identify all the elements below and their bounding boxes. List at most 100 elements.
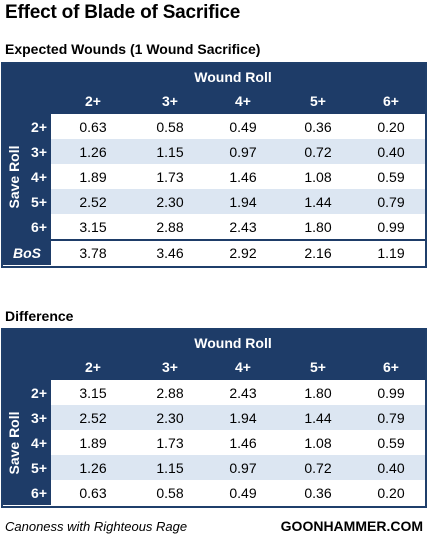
table-cell: 1.73 [156, 169, 184, 185]
table-cell: 2.52 [79, 194, 107, 210]
table-cell: 2.43 [229, 219, 257, 235]
table-row: 2.52 2.30 1.94 1.44 0.79 [51, 189, 425, 214]
table-cell: 1.89 [79, 169, 107, 185]
column-header: 4+ [235, 93, 251, 109]
row-header: 3+ [31, 410, 47, 426]
table-cell: 3.15 [79, 385, 107, 401]
table-cell: 0.20 [377, 119, 405, 135]
table-cell: 2.43 [229, 385, 257, 401]
bos-label: BoS [13, 245, 41, 261]
table-row: 1.89 1.73 1.46 1.08 0.59 [51, 164, 425, 189]
row-header: 4+ [31, 169, 47, 185]
table-cell: 0.49 [229, 119, 257, 135]
table-cell: 0.59 [377, 169, 405, 185]
bos-cell: 3.46 [156, 245, 184, 261]
footer-caption: Canoness with Righteous Rage [5, 519, 188, 534]
table-cell: 1.89 [79, 435, 107, 451]
bos-row: BoS 3.78 3.46 2.92 2.16 1.19 [3, 239, 425, 265]
difference-table: Wound Roll 2+ 3+ 4+ 5+ 6+ Save Roll 2+ 3+ 4+ 5+ 6+ 3… [1, 328, 427, 508]
table-cell: 0.59 [377, 435, 405, 451]
table-cell: 0.72 [304, 460, 332, 476]
wound-roll-header-label: Wound Roll [194, 335, 272, 351]
wound-roll-header: Wound Roll [3, 64, 425, 89]
row-header: 2+ [31, 119, 47, 135]
table-cell: 1.44 [304, 194, 332, 210]
column-header: 3+ [162, 93, 178, 109]
table-cell: 1.46 [229, 435, 257, 451]
row-header: 5+ [31, 194, 47, 210]
table-cell: 0.58 [156, 485, 184, 501]
save-roll-sidebar: Save Roll 2+ 3+ 4+ 5+ 6+ [3, 380, 51, 505]
table-row: 1.26 1.15 0.97 0.72 0.40 [51, 139, 425, 164]
table-cell: 0.97 [229, 144, 257, 160]
column-headers: 2+ 3+ 4+ 5+ 6+ [3, 89, 425, 114]
bos-row-header: BoS [3, 241, 51, 265]
table-cell: 1.94 [229, 410, 257, 426]
table-cell: 1.26 [79, 460, 107, 476]
table-cell: 0.49 [229, 485, 257, 501]
expected-wounds-table: Wound Roll 2+ 3+ 4+ 5+ 6+ Save Roll 2+ 3+ 4+ 5+ 6+ 0… [1, 62, 427, 268]
table-cell: 0.97 [229, 460, 257, 476]
table-cell: 1.15 [156, 144, 184, 160]
table-cell: 1.26 [79, 144, 107, 160]
row-header: 3+ [31, 144, 47, 160]
column-header: 6+ [383, 359, 399, 375]
column-headers: 2+ 3+ 4+ 5+ 6+ [3, 355, 425, 380]
column-header: 5+ [310, 359, 326, 375]
table-cell: 0.99 [377, 385, 405, 401]
table-cell: 2.88 [156, 219, 184, 235]
table-cell: 0.36 [304, 485, 332, 501]
table-cell: 0.20 [377, 485, 405, 501]
table-cell: 0.63 [79, 119, 107, 135]
column-header: 2+ [85, 359, 101, 375]
table-cell: 1.08 [304, 169, 332, 185]
table-cell: 2.30 [156, 194, 184, 210]
table-cell: 1.80 [304, 219, 332, 235]
table-cell: 0.79 [377, 410, 405, 426]
column-header: 2+ [85, 93, 101, 109]
save-roll-label: Save Roll [6, 410, 22, 475]
table2-subtitle: Difference [5, 308, 74, 324]
table-row: 3.15 2.88 2.43 1.80 0.99 [51, 214, 425, 239]
table-cell: 3.15 [79, 219, 107, 235]
table-cell: 2.52 [79, 410, 107, 426]
row-header: 5+ [31, 460, 47, 476]
row-header: 4+ [31, 435, 47, 451]
table-cell: 0.72 [304, 144, 332, 160]
table-row: 1.26 1.15 0.97 0.72 0.40 [51, 455, 425, 480]
row-header: 6+ [31, 485, 47, 501]
column-header: 4+ [235, 359, 251, 375]
table-cell: 1.46 [229, 169, 257, 185]
table-cell: 1.15 [156, 460, 184, 476]
bos-cell: 3.78 [79, 245, 107, 261]
table-cell: 0.40 [377, 460, 405, 476]
bos-cell: 2.92 [229, 245, 257, 261]
table-row: 2.52 2.30 1.94 1.44 0.79 [51, 405, 425, 430]
table-cell: 1.80 [304, 385, 332, 401]
table-cell: 0.40 [377, 144, 405, 160]
table-cell: 2.88 [156, 385, 184, 401]
table-row: 0.63 0.58 0.49 0.36 0.20 [51, 114, 425, 139]
table-row: 3.15 2.88 2.43 1.80 0.99 [51, 380, 425, 405]
row-header: 6+ [31, 219, 47, 235]
table-cell: 2.30 [156, 410, 184, 426]
table-row: 0.63 0.58 0.49 0.36 0.20 [51, 480, 425, 505]
column-header: 3+ [162, 359, 178, 375]
row-header: 2+ [31, 385, 47, 401]
table-cell: 0.36 [304, 119, 332, 135]
table-cell: 1.73 [156, 435, 184, 451]
page-title: Effect of Blade of Sacrifice [5, 2, 241, 23]
table-cell: 1.44 [304, 410, 332, 426]
footer-site: GOONHAMMER.COM [280, 518, 423, 534]
wound-roll-header-label: Wound Roll [194, 69, 272, 85]
table-cell: 0.79 [377, 194, 405, 210]
bos-cell: 2.16 [304, 245, 332, 261]
column-header: 5+ [310, 93, 326, 109]
bos-cell: 1.19 [377, 245, 405, 261]
column-header: 6+ [383, 93, 399, 109]
table-cell: 0.63 [79, 485, 107, 501]
table-cell: 1.94 [229, 194, 257, 210]
save-roll-label: Save Roll [6, 144, 22, 209]
table-cell: 1.08 [304, 435, 332, 451]
table-cell: 0.99 [377, 219, 405, 235]
